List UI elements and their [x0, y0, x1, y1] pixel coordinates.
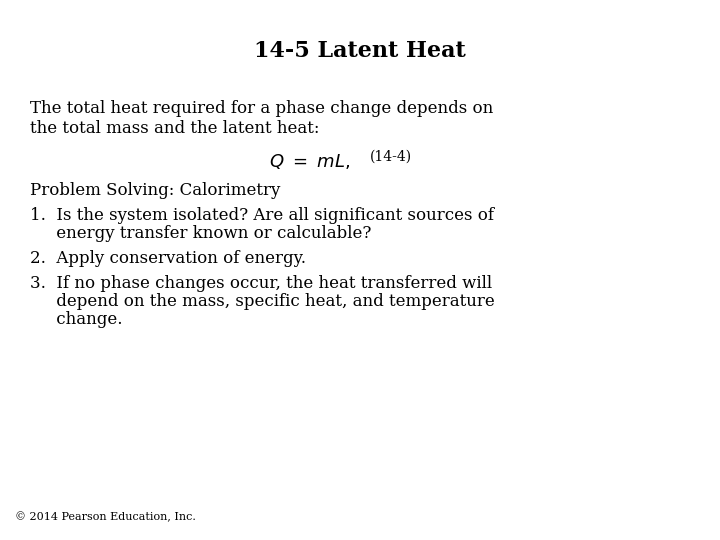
Text: 2.  Apply conservation of energy.: 2. Apply conservation of energy.	[30, 250, 306, 267]
Text: 1.  Is the system isolated? Are all significant sources of: 1. Is the system isolated? Are all signi…	[30, 207, 494, 224]
Text: The total heat required for a phase change depends on: The total heat required for a phase chan…	[30, 100, 493, 117]
Text: 3.  If no phase changes occur, the heat transferred will: 3. If no phase changes occur, the heat t…	[30, 275, 492, 292]
Text: $Q\ =\ mL,$: $Q\ =\ mL,$	[269, 152, 351, 171]
Text: Problem Solving: Calorimetry: Problem Solving: Calorimetry	[30, 182, 280, 199]
Text: (14-4): (14-4)	[370, 150, 412, 164]
Text: change.: change.	[30, 311, 122, 328]
Text: 14-5 Latent Heat: 14-5 Latent Heat	[254, 40, 466, 62]
Text: depend on the mass, specific heat, and temperature: depend on the mass, specific heat, and t…	[30, 293, 495, 310]
Text: the total mass and the latent heat:: the total mass and the latent heat:	[30, 120, 320, 137]
Text: energy transfer known or calculable?: energy transfer known or calculable?	[30, 225, 372, 242]
Text: © 2014 Pearson Education, Inc.: © 2014 Pearson Education, Inc.	[15, 511, 196, 522]
